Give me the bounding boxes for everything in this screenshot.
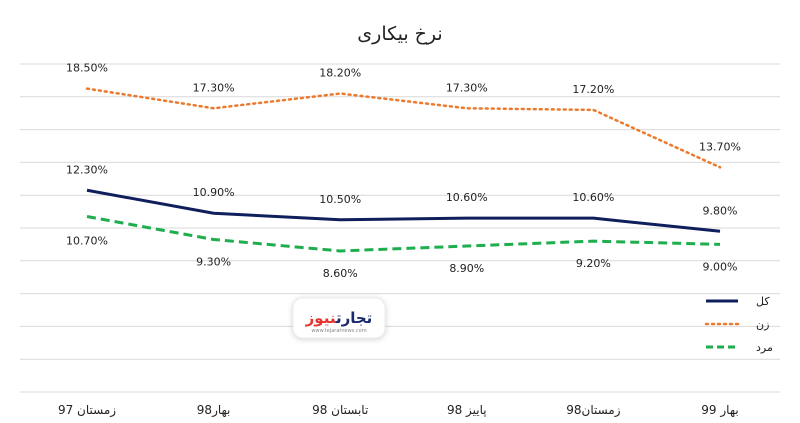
- x-tick-label: زمستان 97: [58, 403, 116, 418]
- x-tick-label: پاییز 98: [447, 403, 487, 418]
- grid-lines: [20, 63, 780, 393]
- data-label: 10.70%: [66, 235, 108, 248]
- legend: کل زن مرد: [704, 295, 773, 354]
- data-label: 17.30%: [446, 81, 488, 94]
- x-tick-label: زمستان98: [566, 403, 621, 418]
- x-tick-label: بهار 99: [701, 403, 738, 418]
- data-label: 9.80%: [703, 204, 738, 217]
- data-label: 8.90%: [449, 262, 484, 275]
- data-label: 13.70%: [699, 140, 741, 153]
- data-label: 18.20%: [319, 67, 361, 80]
- data-label: 10.60%: [572, 191, 614, 204]
- legend-label-2: مرد: [756, 341, 773, 354]
- data-labels: 12.30% 10.90% 10.50% 10.60% 10.60% 9.80% 18.50…: [66, 62, 741, 280]
- data-label: 9.00%: [703, 260, 738, 273]
- svg-text:تجارتنیوز: تجارتنیوز: [305, 309, 373, 327]
- data-label: 10.60%: [446, 191, 488, 204]
- data-label: 8.60%: [323, 267, 358, 280]
- data-label: 12.30%: [66, 163, 108, 176]
- legend-label-0: کل: [756, 295, 770, 308]
- logo-url: www.tejaratnews.com: [311, 328, 366, 334]
- legend-label-1: زن: [756, 318, 769, 331]
- data-label: 9.20%: [576, 257, 611, 270]
- x-axis-ticks: زمستان 97 بهار98 تابستان 98 پاییز 98 زمستان9…: [58, 403, 739, 418]
- data-label: 17.20%: [572, 83, 614, 96]
- logo-brand-part1: تجارت: [335, 309, 372, 327]
- data-label: 17.30%: [193, 81, 235, 94]
- data-label: 18.50%: [66, 62, 108, 75]
- x-tick-label: بهار98: [197, 403, 231, 418]
- x-tick-label: تابستان 98: [312, 403, 368, 417]
- series-line-1: [85, 87, 722, 169]
- tejaratnews-logo: تجارتنیوز www.tejaratnews.com: [292, 297, 386, 339]
- data-label: 10.50%: [319, 193, 361, 206]
- series-lines: [85, 87, 722, 253]
- chart-title: نرخ بیکاری: [357, 23, 442, 45]
- data-label: 9.30%: [196, 255, 231, 268]
- logo-brand-part2: نیوز: [305, 309, 337, 327]
- data-label: 10.90%: [193, 186, 235, 199]
- series-line-0: [86, 188, 721, 233]
